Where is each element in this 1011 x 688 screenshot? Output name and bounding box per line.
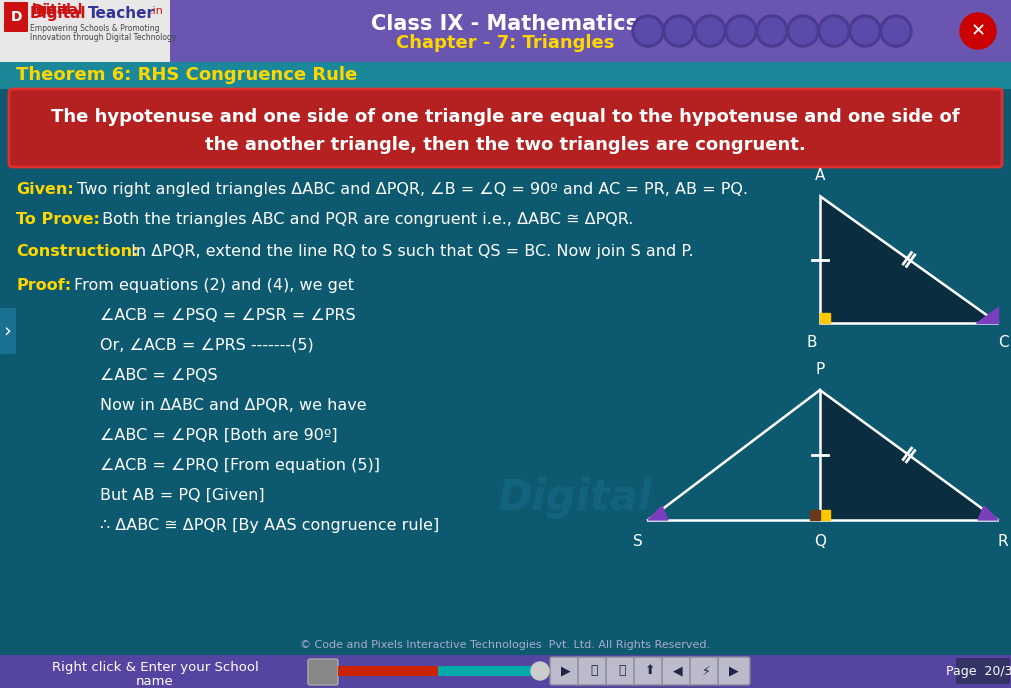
- Circle shape: [697, 18, 723, 44]
- Circle shape: [960, 13, 996, 49]
- Bar: [820, 510, 830, 520]
- Polygon shape: [648, 506, 668, 520]
- Text: P: P: [816, 362, 825, 377]
- Circle shape: [663, 15, 695, 47]
- Polygon shape: [978, 506, 998, 520]
- Text: ∠ACB = ∠PRQ [From equation (5)]: ∠ACB = ∠PRQ [From equation (5)]: [100, 458, 380, 473]
- Text: Innovation through Digital Technology: Innovation through Digital Technology: [30, 33, 176, 42]
- Text: Construction:: Construction:: [16, 244, 139, 259]
- Text: Both the triangles ABC and PQR are congruent i.e., ΔABC ≅ ΔPQR.: Both the triangles ABC and PQR are congr…: [97, 212, 633, 227]
- Text: Teacher: Teacher: [88, 6, 155, 21]
- Text: Page  20/37: Page 20/37: [945, 665, 1011, 678]
- Text: B: B: [807, 335, 817, 350]
- Circle shape: [883, 18, 909, 44]
- Circle shape: [632, 15, 664, 47]
- Polygon shape: [820, 196, 998, 323]
- Text: Proof:: Proof:: [16, 278, 71, 293]
- Text: ∠ACB = ∠PSQ = ∠PSR = ∠PRS: ∠ACB = ∠PSQ = ∠PSR = ∠PRS: [100, 308, 356, 323]
- Text: ∠ABC = ∠PQR [Both are 90º]: ∠ABC = ∠PQR [Both are 90º]: [100, 428, 338, 443]
- Text: C: C: [998, 335, 1008, 350]
- Text: 🔊: 🔊: [619, 665, 626, 678]
- Text: ⚡: ⚡: [702, 665, 711, 678]
- Text: Now in ΔABC and ΔPQR, we have: Now in ΔABC and ΔPQR, we have: [100, 398, 367, 413]
- Circle shape: [531, 662, 549, 680]
- Text: igital: igital: [32, 3, 72, 17]
- FancyBboxPatch shape: [438, 666, 538, 676]
- FancyBboxPatch shape: [0, 62, 1011, 89]
- Bar: [820, 313, 830, 323]
- FancyBboxPatch shape: [662, 657, 694, 685]
- FancyBboxPatch shape: [338, 666, 438, 676]
- FancyBboxPatch shape: [718, 657, 750, 685]
- Text: From equations (2) and (4), we get: From equations (2) and (4), we get: [74, 278, 354, 293]
- Text: ∴ ΔABC ≅ ΔPQR [By AAS congruence rule]: ∴ ΔABC ≅ ΔPQR [By AAS congruence rule]: [100, 518, 439, 533]
- Text: ▶: ▶: [729, 665, 739, 678]
- Circle shape: [821, 18, 847, 44]
- Text: Theorem 6: RHS Congruence Rule: Theorem 6: RHS Congruence Rule: [16, 66, 357, 84]
- Text: ›: ›: [3, 321, 11, 341]
- Circle shape: [725, 15, 757, 47]
- Circle shape: [694, 15, 726, 47]
- Text: Empowering Schools & Promoting: Empowering Schools & Promoting: [30, 24, 160, 33]
- Text: In ΔPQR, extend the line RQ to S such that QS = BC. Now join S and P.: In ΔPQR, extend the line RQ to S such th…: [126, 244, 694, 259]
- FancyBboxPatch shape: [578, 657, 610, 685]
- FancyBboxPatch shape: [308, 659, 338, 685]
- Polygon shape: [820, 390, 998, 520]
- Text: R: R: [998, 534, 1008, 549]
- Bar: [810, 510, 820, 520]
- Text: ⬆: ⬆: [645, 665, 655, 678]
- Text: Or, ∠ACB = ∠PRS -------(5): Or, ∠ACB = ∠PRS -------(5): [100, 338, 313, 353]
- Text: Digital: Digital: [497, 477, 652, 519]
- Text: To Prove:: To Prove:: [16, 212, 100, 227]
- Text: Q: Q: [814, 534, 826, 549]
- FancyBboxPatch shape: [0, 655, 1011, 688]
- Text: ✕: ✕: [971, 22, 986, 40]
- FancyBboxPatch shape: [9, 89, 1002, 167]
- FancyBboxPatch shape: [4, 2, 28, 32]
- Text: A: A: [815, 168, 825, 183]
- Text: S: S: [633, 534, 643, 549]
- Circle shape: [787, 15, 819, 47]
- Text: .in: .in: [150, 6, 164, 16]
- Text: Two right angled triangles ΔABC and ΔPQR, ∠B = ∠Q = 90º and AC = PR, AB = PQ.: Two right angled triangles ΔABC and ΔPQR…: [72, 182, 748, 197]
- FancyBboxPatch shape: [550, 657, 582, 685]
- Circle shape: [635, 18, 661, 44]
- Text: But AB = PQ [Given]: But AB = PQ [Given]: [100, 488, 265, 503]
- Circle shape: [880, 15, 912, 47]
- FancyBboxPatch shape: [606, 657, 638, 685]
- FancyBboxPatch shape: [634, 657, 666, 685]
- Text: the another triangle, then the two triangles are congruent.: the another triangle, then the two trian…: [204, 136, 806, 154]
- Text: © Code and Pixels Interactive Technologies  Pvt. Ltd. All Rights Reserved.: © Code and Pixels Interactive Technologi…: [300, 640, 710, 650]
- Text: Given:: Given:: [16, 182, 74, 197]
- Text: Digital: Digital: [32, 3, 83, 17]
- FancyBboxPatch shape: [0, 308, 16, 354]
- Circle shape: [756, 15, 788, 47]
- Text: ◀: ◀: [673, 665, 682, 678]
- Circle shape: [728, 18, 754, 44]
- Text: D: D: [10, 10, 22, 24]
- Circle shape: [818, 15, 850, 47]
- Circle shape: [666, 18, 692, 44]
- FancyBboxPatch shape: [956, 658, 1010, 684]
- Circle shape: [852, 18, 878, 44]
- Text: ▶: ▶: [561, 665, 571, 678]
- Circle shape: [849, 15, 881, 47]
- FancyBboxPatch shape: [0, 0, 170, 62]
- Polygon shape: [976, 307, 998, 323]
- Circle shape: [790, 18, 816, 44]
- Text: ⏸: ⏸: [590, 665, 598, 678]
- Text: Digital: Digital: [30, 6, 87, 21]
- FancyBboxPatch shape: [690, 657, 722, 685]
- Text: Class IX - Mathematics: Class IX - Mathematics: [371, 14, 639, 34]
- FancyBboxPatch shape: [0, 0, 1011, 62]
- Text: The hypotenuse and one side of one triangle are equal to the hypotenuse and one : The hypotenuse and one side of one trian…: [51, 108, 959, 126]
- Text: ∠ABC = ∠PQS: ∠ABC = ∠PQS: [100, 368, 217, 383]
- Text: Right click & Enter your School: Right click & Enter your School: [52, 661, 259, 674]
- Text: name: name: [136, 675, 174, 688]
- Text: Chapter - 7: Triangles: Chapter - 7: Triangles: [396, 34, 615, 52]
- Circle shape: [759, 18, 785, 44]
